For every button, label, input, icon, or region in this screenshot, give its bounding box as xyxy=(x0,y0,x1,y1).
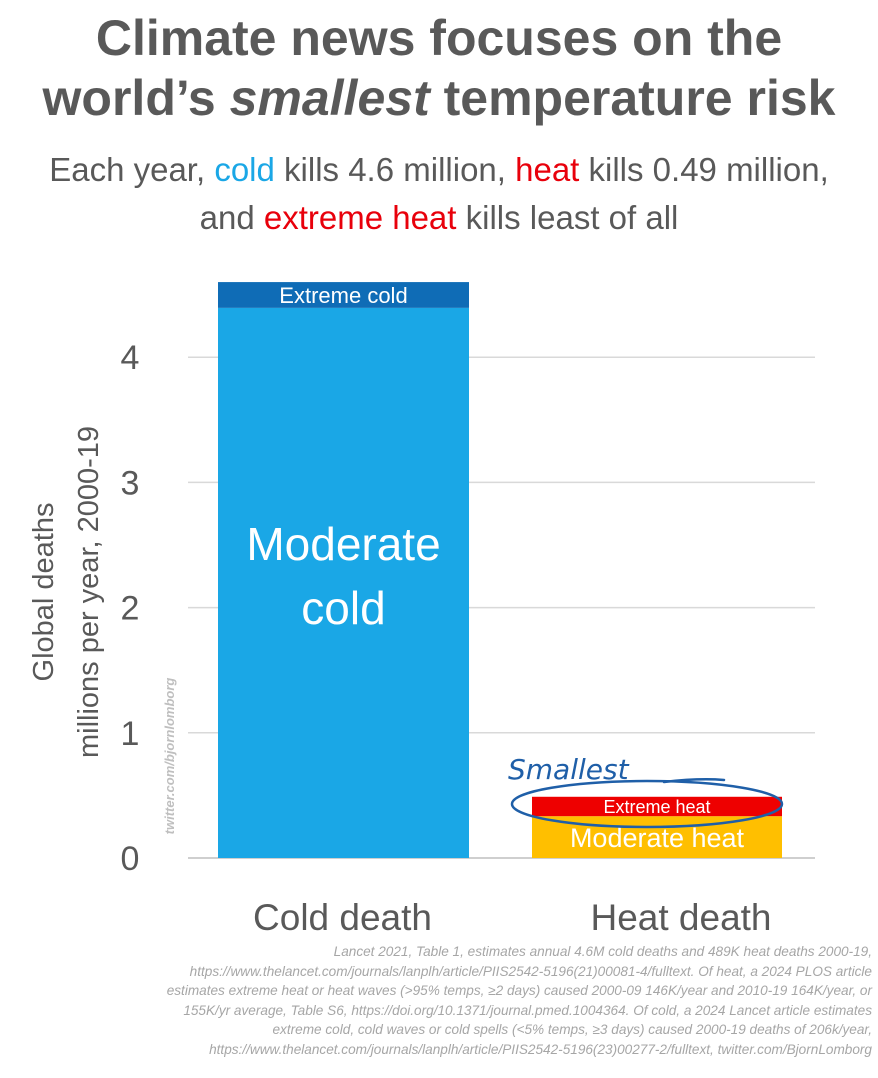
bar-extreme-cold xyxy=(218,282,469,308)
bar-label-extreme-heat: Extreme heat xyxy=(603,797,710,817)
x-tick-label-0: Cold death xyxy=(253,897,432,938)
subtitle-part-3: kills 0.49 million, and xyxy=(199,151,829,236)
chart-title: Climate news focuses on the world’s smal… xyxy=(0,8,878,128)
y-tick-label-0: 0 xyxy=(121,840,140,878)
title-line-2-start: world’s xyxy=(42,70,230,126)
y-tick-label-2: 2 xyxy=(121,590,140,628)
title-line-2-end: temperature risk xyxy=(429,70,836,126)
smallest-underline xyxy=(662,778,726,784)
title-line-2: world’s smallest temperature risk xyxy=(0,68,878,128)
bars xyxy=(218,282,782,858)
smallest-annotation: Smallest xyxy=(508,753,784,829)
y-axis-label-line-2: millions per year, 2000-19 xyxy=(73,426,105,758)
subtitle-heat-word: heat xyxy=(515,151,580,188)
y-tick-label-1: 1 xyxy=(121,715,140,753)
subtitle-extreme-heat-word: extreme heat xyxy=(263,199,457,236)
x-axis-ticks: Cold death Heat death xyxy=(253,897,772,938)
watermark-text: twitter.com/bjornlomborg xyxy=(162,678,177,835)
smallest-annotation-text: Smallest xyxy=(508,753,630,786)
bar-moderate-cold xyxy=(218,307,469,858)
title-line-1: Climate news focuses on the xyxy=(95,10,783,66)
title-emphasis: smallest xyxy=(229,70,430,126)
smallest-ellipse xyxy=(510,779,784,829)
subtitle-cold-word: cold xyxy=(214,151,275,188)
bar-extreme-heat xyxy=(532,796,782,817)
subtitle-part-1: Each year, xyxy=(49,151,215,188)
bar-label-extreme-cold: Extreme cold xyxy=(279,283,407,308)
y-tick-label-4: 4 xyxy=(121,339,140,377)
subtitle-part-4: kills least of all xyxy=(456,199,679,236)
chart-subtitle: Each year, cold kills 4.6 million, heat … xyxy=(30,146,848,242)
y-axis-ticks: 0 1 2 3 4 xyxy=(121,339,140,878)
x-tick-label-1: Heat death xyxy=(590,897,771,938)
bar-label-moderate-cold: Moderate cold xyxy=(246,518,440,634)
source-note: Lancet 2021, Table 1, estimates annual 4… xyxy=(166,944,872,1057)
y-tick-label-3: 3 xyxy=(121,464,140,502)
y-axis-label-line-1: Global deaths xyxy=(28,503,60,682)
subtitle-part-2: kills 4.6 million, xyxy=(274,151,516,188)
